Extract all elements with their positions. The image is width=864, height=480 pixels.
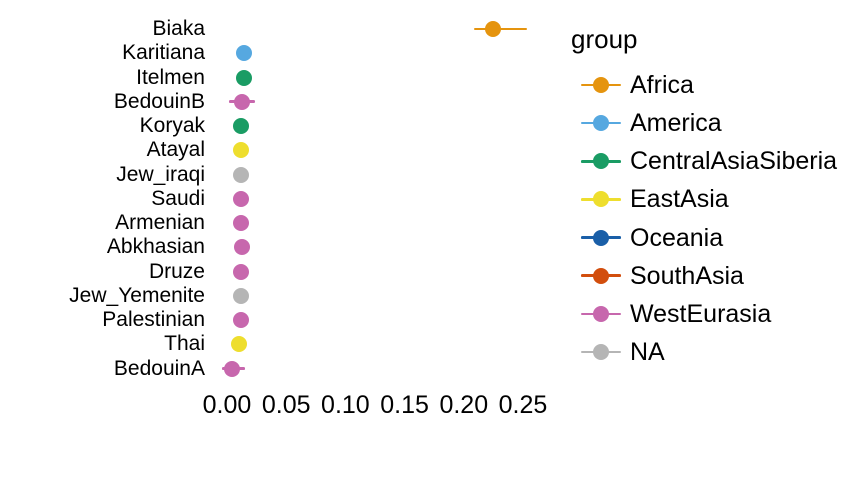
legend-item-label: CentralAsiaSiberia [630,147,838,176]
data-point [233,263,250,280]
data-point [235,69,252,86]
data-point [233,215,250,231]
legend-key-dot [593,153,609,170]
legend-item-label: America [630,109,722,138]
legend-item-label: Oceania [630,223,724,252]
y-axis-label: Jew_iraqi [116,162,205,186]
data-point [233,287,250,304]
data-point [233,312,250,328]
y-axis-label: Jew_Yemenite [69,283,205,307]
y-axis-label: Biaka [152,17,205,40]
data-point [233,118,250,134]
x-axis-tick-label: 0.15 [380,391,429,419]
legend-item-label: Africa [630,71,694,99]
legend-key-dot [593,77,609,93]
data-point [223,360,240,377]
x-axis-tick-label: 0.00 [202,391,252,419]
legend-title: group [571,24,638,54]
y-axis-label: Koryak [139,114,205,137]
data-point [235,45,252,62]
y-axis-label: Karitiana [122,41,205,65]
legend-item-label: SouthAsia [630,261,744,290]
legend-key-dot [593,115,609,132]
data-point [233,142,250,159]
data-point [230,336,247,353]
y-axis-label: Druze [148,259,205,283]
data-point [234,93,251,110]
y-axis-label: BedouinA [113,356,205,380]
y-axis-label: Abkhasian [106,235,205,259]
data-point [233,190,250,207]
y-axis-label: Saudi [151,186,205,210]
legend-key-dot [593,229,609,246]
y-axis-label: Palestinian [102,308,205,331]
y-axis-label: Atayal [146,138,205,162]
legend-key-dot [593,343,609,360]
y-axis-label: Thai [164,332,205,356]
y-axis-label: BedouinB [113,89,205,113]
data-point [234,239,251,256]
y-axis-label: Armenian [115,211,205,234]
x-axis-tick-label: 0.25 [498,391,548,419]
x-axis-tick-label: 0.20 [439,391,489,419]
legend-key-dot [593,191,609,208]
legend-item-label: EastAsia [630,185,729,214]
legend-key-dot [593,305,609,322]
data-point [485,21,502,37]
y-axis-label: Itelmen [136,65,205,89]
legend-item-label: WestEurasia [630,299,772,328]
x-axis-tick-label: 0.05 [261,391,311,419]
data-point [233,166,250,183]
legend-key-dot [593,267,609,284]
legend-item-label: NA [630,337,665,366]
x-axis-tick-label: 0.10 [321,391,370,419]
